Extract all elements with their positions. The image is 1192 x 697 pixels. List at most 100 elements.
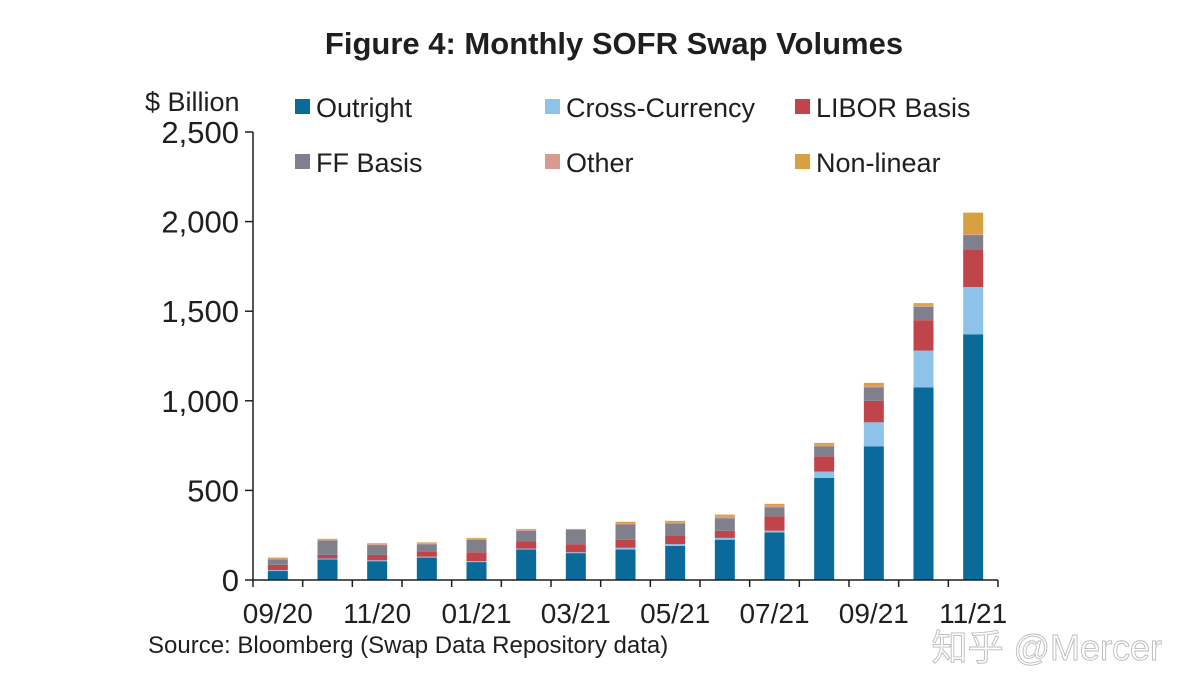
bar-segment-libor-basis: [267, 564, 288, 571]
legend-label-cross-currency: Cross-Currency: [566, 93, 756, 123]
x-tick-label: 09/20: [243, 598, 313, 629]
bar-segment-other: [764, 505, 785, 508]
bar-segment-outright: [466, 562, 487, 580]
bar-segment-non-linear: [963, 212, 984, 235]
bar-segment-cross-currency: [913, 350, 934, 388]
bar-segment-non-linear: [764, 503, 785, 506]
bar-segment-outright: [714, 539, 735, 580]
bar-segment-other: [367, 544, 388, 546]
bar-segment-other: [466, 538, 487, 540]
bar-segment-cross-currency: [615, 547, 636, 550]
bar-segment-other: [863, 385, 884, 388]
bar-segment-other: [963, 234, 984, 236]
bar-segment-outright: [565, 553, 586, 580]
bar-segment-cross-currency: [665, 544, 686, 546]
x-tick-label: 05/21: [640, 598, 710, 629]
bar-segment-ff-basis: [665, 523, 686, 536]
bar-segment-ff-basis: [466, 539, 487, 553]
legend: Outright Cross-Currency LIBOR Basis FF Basi…: [295, 93, 971, 178]
bar-segment-ff-basis: [814, 446, 835, 457]
bar-segment-libor-basis: [416, 551, 437, 557]
bars: [267, 212, 984, 580]
bar-segment-non-linear: [317, 538, 338, 540]
bar-segment-cross-currency: [267, 570, 288, 572]
bar-segment-outright: [516, 549, 537, 580]
bar-segment-ff-basis: [416, 544, 437, 552]
bar-segment-outright: [764, 532, 785, 580]
bar-segment-libor-basis: [615, 539, 636, 548]
y-tick-label: 1,500: [161, 294, 239, 329]
legend-swatch-other: [545, 154, 560, 169]
bar-segment-outright: [814, 477, 835, 580]
y-tick-label: 500: [187, 473, 239, 508]
bar-segment-libor-basis: [714, 530, 735, 538]
bar-segment-outright: [267, 571, 288, 580]
bar-segment-outright: [367, 561, 388, 580]
bar-segment-other: [913, 304, 934, 307]
bar-segment-non-linear: [416, 542, 437, 544]
bar-segment-libor-basis: [317, 554, 338, 559]
bar-segment-cross-currency: [565, 552, 586, 554]
bar-segment-ff-basis: [963, 235, 984, 250]
bar-segment-outright: [913, 387, 934, 580]
bar-segment-non-linear: [615, 521, 636, 524]
bar-segment-non-linear: [516, 528, 537, 530]
legend-label-ff-basis: FF Basis: [316, 148, 423, 178]
x-tick-label: 01/21: [441, 598, 511, 629]
bar-segment-ff-basis: [863, 387, 884, 401]
y-tick-label: 0: [222, 563, 239, 598]
bar-segment-non-linear: [565, 528, 586, 530]
x-tick-label: 11/21: [939, 598, 1007, 629]
bar-segment-cross-currency: [416, 556, 437, 558]
bar-segment-outright: [863, 446, 884, 580]
legend-label-non-linear: Non-linear: [816, 148, 941, 178]
bar-segment-libor-basis: [764, 516, 785, 531]
y-tick-label: 1,000: [161, 384, 239, 419]
bar-segment-non-linear: [714, 514, 735, 517]
y-tick-label: 2,000: [161, 205, 239, 240]
bar-segment-libor-basis: [963, 249, 984, 288]
bar-segment-other: [516, 529, 537, 531]
bar-segment-other: [317, 539, 338, 541]
bar-segment-non-linear: [863, 382, 884, 386]
bar-segment-libor-basis: [516, 541, 537, 549]
x-tick-label: 07/21: [739, 598, 809, 629]
y-axis-label: $ Billion: [145, 87, 240, 117]
bar-segment-cross-currency: [863, 422, 884, 447]
bar-segment-cross-currency: [714, 537, 735, 540]
bar-segment-libor-basis: [863, 400, 884, 423]
bar-segment-libor-basis: [466, 552, 487, 562]
bar-segment-libor-basis: [913, 320, 934, 351]
bar-segment-cross-currency: [963, 287, 984, 335]
bar-segment-other: [714, 516, 735, 519]
legend-label-outright: Outright: [316, 93, 413, 123]
legend-swatch-ff-basis: [295, 154, 310, 169]
bar-segment-ff-basis: [764, 507, 785, 517]
bar-segment-other: [416, 543, 437, 545]
bar-segment-other: [267, 558, 288, 560]
legend-swatch-non-linear: [795, 154, 810, 169]
bar-segment-ff-basis: [913, 306, 934, 321]
bar-segment-non-linear: [267, 557, 288, 559]
bar-segment-cross-currency: [764, 530, 785, 533]
x-tick-label: 11/20: [343, 598, 411, 629]
bar-segment-non-linear: [913, 303, 934, 305]
bar-segment-other: [615, 523, 636, 525]
bar-segment-non-linear: [367, 543, 388, 545]
watermark: 知乎 @Mercer: [931, 627, 1162, 668]
legend-label-libor-basis: LIBOR Basis: [816, 93, 971, 123]
bar-segment-libor-basis: [665, 535, 686, 545]
x-tick-label: 03/21: [541, 598, 611, 629]
bar-segment-cross-currency: [367, 560, 388, 562]
bar-segment-other: [814, 444, 835, 447]
bar-segment-non-linear: [466, 537, 487, 539]
bar-segment-other: [665, 522, 686, 524]
bar-segment-non-linear: [665, 520, 686, 523]
bar-segment-cross-currency: [516, 548, 537, 550]
bar-segment-libor-basis: [565, 544, 586, 553]
bar-segment-cross-currency: [317, 558, 338, 560]
legend-swatch-cross-currency: [545, 99, 560, 114]
bar-segment-ff-basis: [516, 530, 537, 542]
